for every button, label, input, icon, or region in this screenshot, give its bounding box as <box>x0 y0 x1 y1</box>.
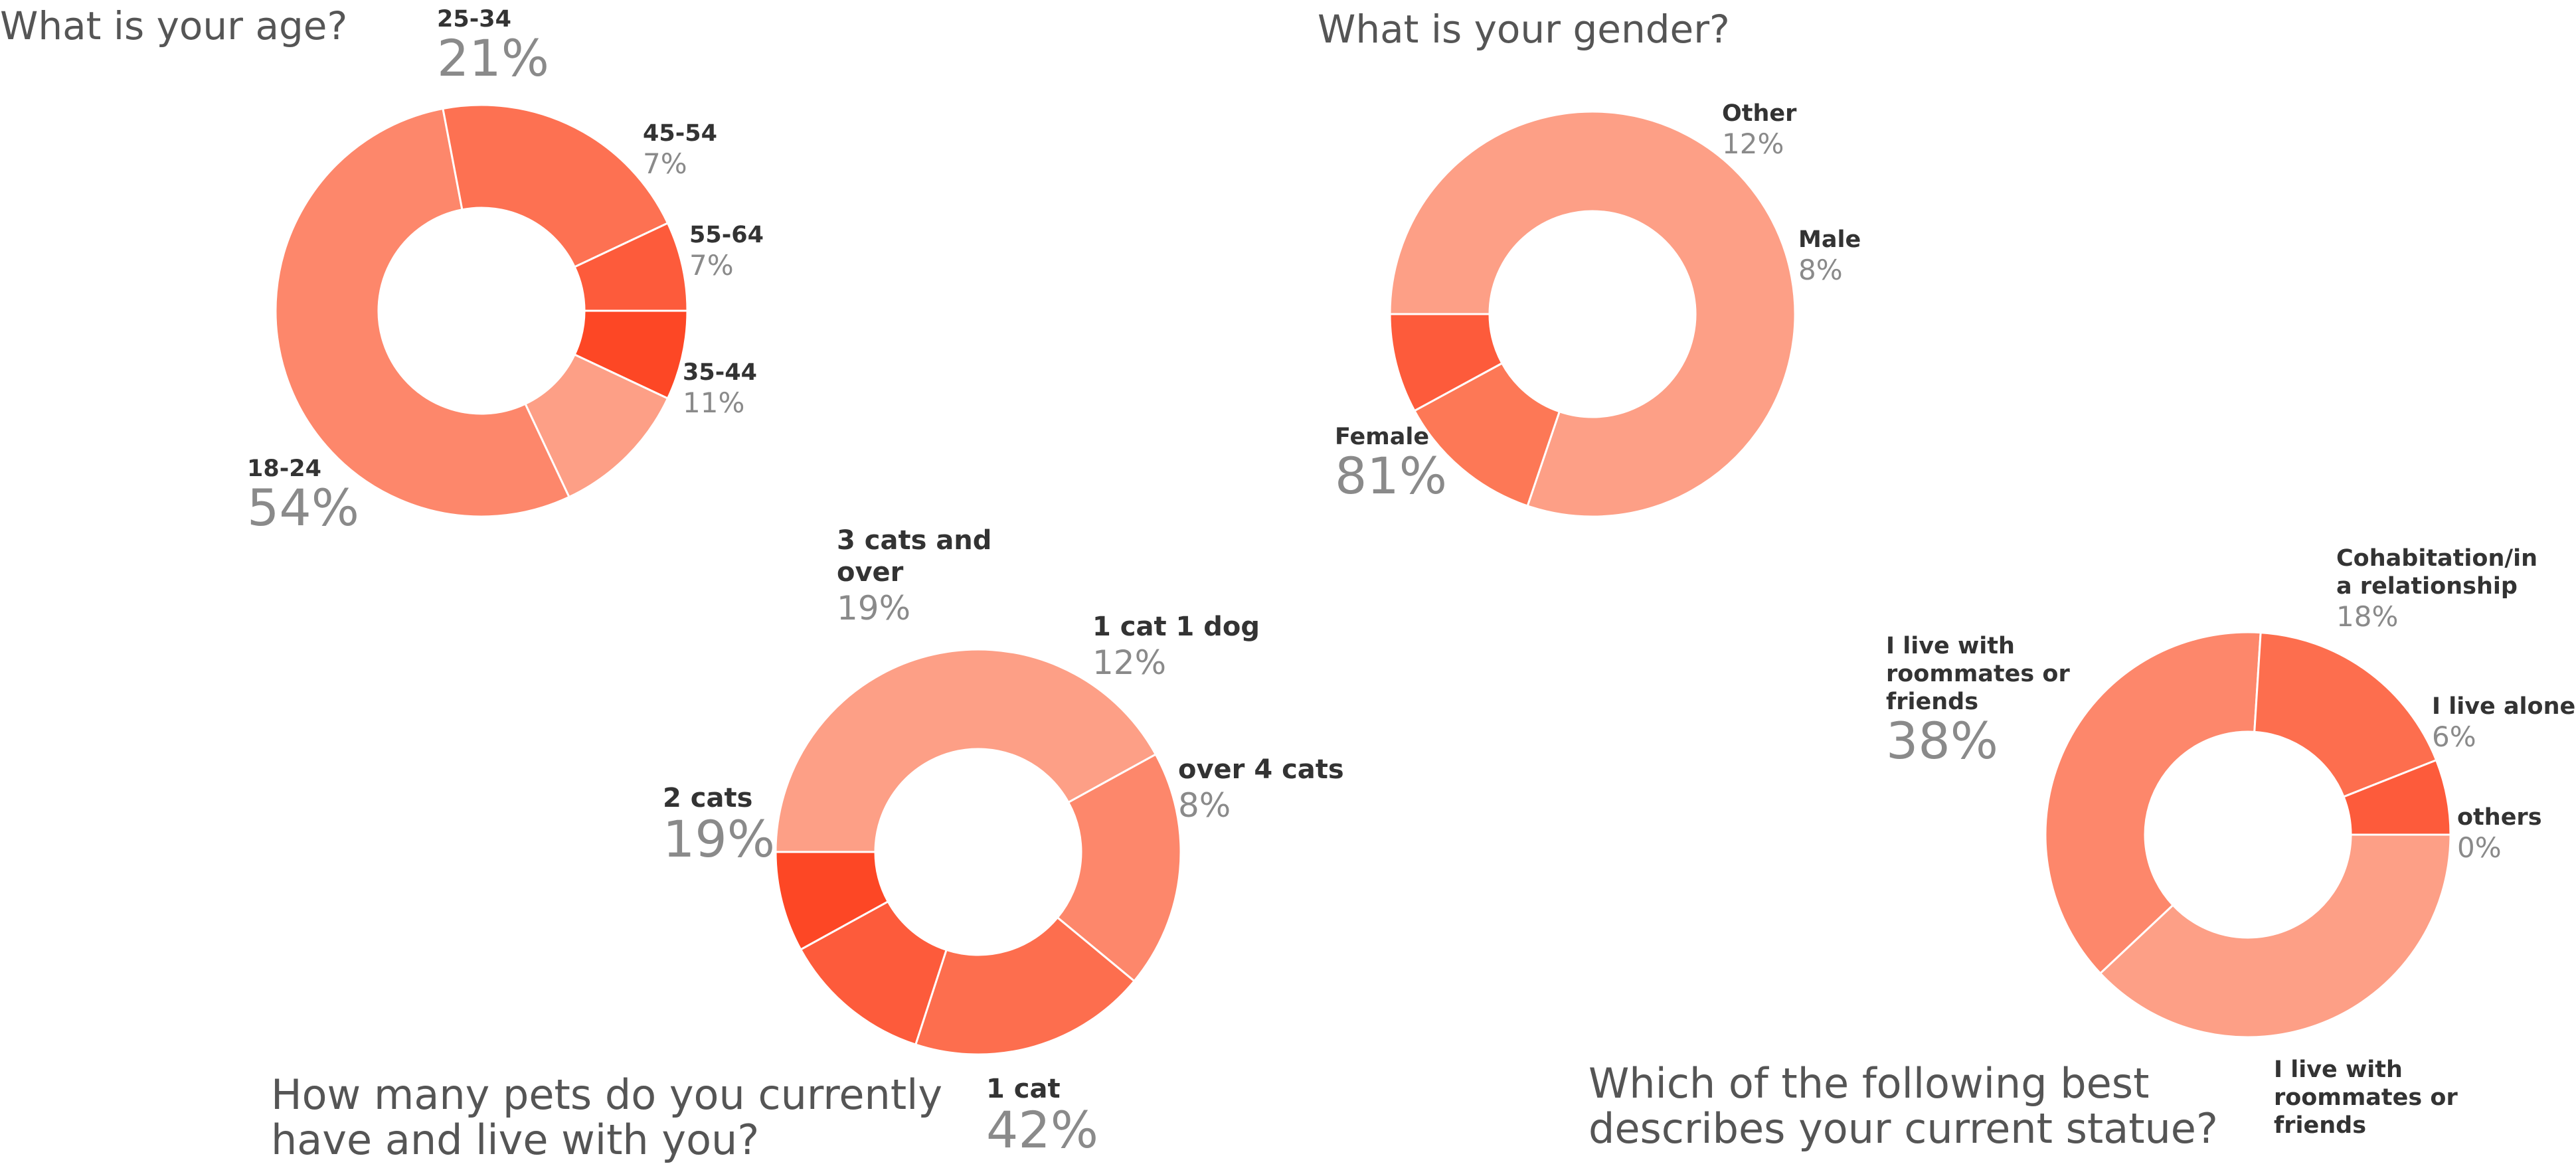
gender-percent-male: 8% <box>1798 254 1843 286</box>
age-percent-18-24: 54% <box>247 478 359 537</box>
status-category-alone: I live alone <box>2432 693 2576 720</box>
donut-slice-1-cat-0 <box>774 648 1158 853</box>
age-percent-55-64: 7% <box>689 249 734 282</box>
pets-category-1-cat-1-dog: 1 cat 1 dog <box>1092 612 1260 642</box>
pets-category-over-4-cats: over 4 cats <box>1178 754 1344 785</box>
age-category-18-24: 18-24 <box>247 456 321 482</box>
pets-percent-1-cat-1-dog: 12% <box>1092 643 1167 682</box>
gender-label-male: Male 8% <box>1798 226 1861 287</box>
donut-slice-3-cats-and-over-2 <box>914 916 1136 1056</box>
pets-category-1-cat: 1 cat <box>986 1074 1061 1104</box>
status-category-cohabitation: Cohabitation/in a relationship <box>2336 545 2538 600</box>
status-percent-others: 0% <box>2457 831 2502 864</box>
gender-category-other: Other <box>1722 100 1797 127</box>
status-question-title: Which of the following best describes yo… <box>1589 1059 2218 1153</box>
pets-label-2-cats: 2 cats 19% <box>663 782 775 865</box>
donut-slice-2-cats-1 <box>1056 753 1182 983</box>
donut-slice-i-live-with-roommates-or-friends-0 <box>2099 833 2452 1039</box>
pets-label-1-cat-1-dog: 1 cat 1 dog 12% <box>1092 611 1260 683</box>
age-category-35-44: 35-44 <box>683 359 757 386</box>
pets-label-1-cat: 1 cat 42% <box>986 1073 1098 1155</box>
pets-question-title: How many pets do you currently have and … <box>271 1070 943 1165</box>
donut-slice-over-4-cats-4 <box>774 851 890 951</box>
gender-label-other: Other 12% <box>1722 100 1796 161</box>
status-category-roommates-left: I live with roommates or friends <box>1886 633 2070 715</box>
gender-label-female: Female 81% <box>1335 423 1447 501</box>
pets-label-3-cats: 3 cats and over 19% <box>837 525 1009 628</box>
status-percent-roommates-left: 38% <box>1886 711 1998 770</box>
donut-slice-45-54-4 <box>573 222 689 312</box>
age-label-35-44: 35-44 11% <box>683 359 757 420</box>
status-category-roommates-bottom: I live with roommates or friends <box>2274 1056 2458 1139</box>
age-percent-45-54: 7% <box>643 147 687 180</box>
pets-category-3-cats: 3 cats and over <box>837 525 992 588</box>
pets-label-over-4-cats: over 4 cats 8% <box>1178 754 1344 825</box>
age-label-25-34: 25-34 21% <box>437 5 549 84</box>
pets-category-2-cats: 2 cats <box>663 783 753 813</box>
status-category-others: others <box>2457 804 2542 831</box>
age-category-25-34: 25-34 <box>437 6 511 33</box>
status-percent-cohabitation: 18% <box>2336 600 2399 633</box>
status-percent-alone: 6% <box>2432 720 2476 753</box>
gender-category-female: Female <box>1335 424 1430 450</box>
donut-slice-i-live-alone-3 <box>2342 758 2452 836</box>
donut-slice-male-2 <box>1389 313 1503 412</box>
age-label-18-24: 18-24 54% <box>247 455 359 533</box>
pets-percent-2-cats: 19% <box>663 809 775 869</box>
status-label-roommates-bottom: I live with roommates or friends <box>2274 1056 2473 1139</box>
status-label-roommates-left: I live with roommates or friends 38% <box>1886 632 2085 766</box>
gender-question-title: What is your gender? <box>1318 7 1730 52</box>
donut-slice-female-0 <box>1389 110 1796 518</box>
age-category-45-54: 45-54 <box>643 120 717 147</box>
age-label-55-64: 55-64 7% <box>689 221 764 282</box>
pets-percent-over-4-cats: 8% <box>1178 786 1231 825</box>
age-percent-25-34: 21% <box>437 29 549 88</box>
status-label-alone: I live alone 6% <box>2432 693 2575 754</box>
age-percent-35-44: 11% <box>683 386 745 419</box>
age-label-45-54: 45-54 7% <box>643 120 717 181</box>
pets-percent-3-cats: 19% <box>837 589 911 628</box>
donut-slice-18-24-2 <box>274 107 570 518</box>
donut-slice-cohabitation-in-a-relationship-2 <box>2253 631 2438 798</box>
donut-slice-25-34-3 <box>442 104 669 268</box>
age-question-title: What is your age? <box>0 3 348 48</box>
age-category-55-64: 55-64 <box>689 222 764 248</box>
gender-percent-female: 81% <box>1335 446 1447 505</box>
status-label-others: others 0% <box>2457 803 2542 865</box>
gender-category-male: Male <box>1798 226 1861 253</box>
donut-slice-i-live-with-roommates-or-friends-1 <box>2044 631 2262 975</box>
status-label-cohabitation: Cohabitation/in a relationship 18% <box>2336 545 2549 633</box>
pets-percent-1-cat: 42% <box>986 1100 1098 1159</box>
gender-percent-other: 12% <box>1722 127 1784 160</box>
